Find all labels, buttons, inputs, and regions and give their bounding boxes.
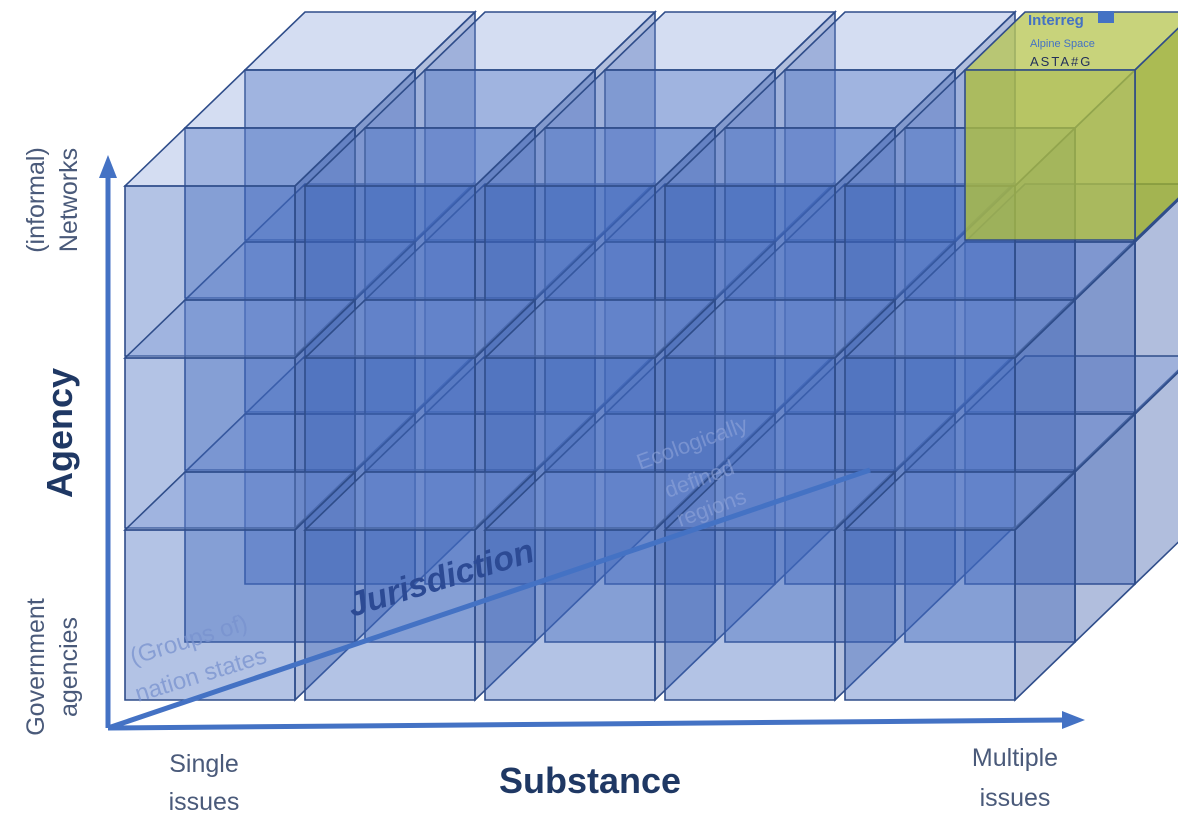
- substance-end-label-line2: issues: [980, 784, 1051, 812]
- agency-start-label-line2: agencies: [55, 617, 83, 717]
- agency-start-label-line1: Government: [22, 598, 50, 736]
- highlighted-cube: [963, 11, 1178, 242]
- agency-end-label-line2: Networks: [55, 148, 83, 252]
- substance-end-label-line1: Multiple: [972, 744, 1058, 772]
- cube-front-face: [664, 529, 836, 701]
- cube-front-face: [844, 529, 1016, 701]
- cube-front-face: [484, 529, 656, 701]
- interreg-logo: Interreg Alpine Space ASTA#G: [1028, 11, 1114, 69]
- cube-front-face: [964, 69, 1136, 241]
- cube-grid: [123, 10, 1178, 702]
- cube-front-face: [124, 357, 296, 529]
- eu-flag-icon: [1098, 11, 1114, 23]
- jurisdiction-axis: [107, 467, 871, 731]
- substance-axis-arrow: [1062, 711, 1085, 729]
- agency-end-label-line1: (informal): [22, 147, 50, 253]
- agency-axis-title: Agency: [39, 368, 80, 498]
- substance-axis: [107, 717, 1066, 731]
- substance-start-label-line2: issues: [169, 788, 240, 816]
- logo-programme: Alpine Space: [1030, 38, 1095, 50]
- cube-front-face: [124, 529, 296, 701]
- substance-axis-title: Substance: [499, 760, 681, 801]
- logo-project: ASTA#G: [1030, 54, 1092, 69]
- cube-front-face: [124, 185, 296, 357]
- logo-brand: Interreg: [1028, 12, 1084, 29]
- cube-front-face: [304, 529, 476, 701]
- substance-start-label-line1: Single: [169, 750, 239, 778]
- agency-axis-arrow: [99, 155, 117, 178]
